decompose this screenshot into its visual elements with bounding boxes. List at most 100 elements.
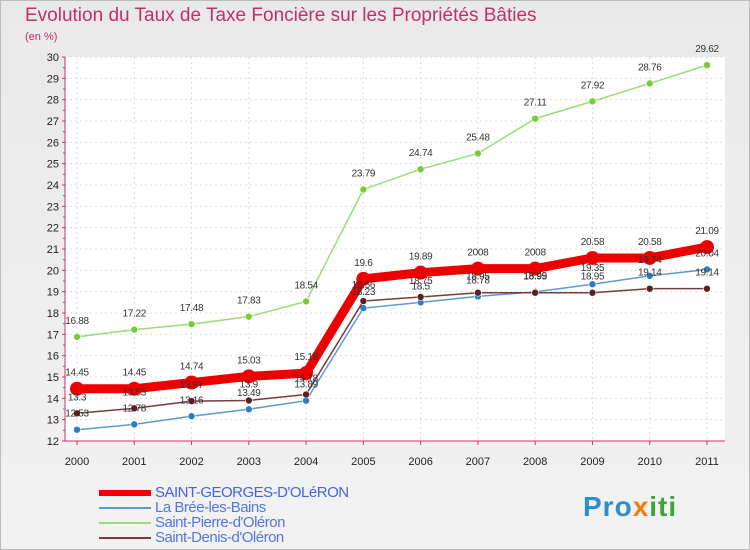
data-label-1-11: 20.04 — [695, 248, 719, 259]
legend-item: Saint-Pierre-d'Oléron — [99, 514, 419, 531]
x-tick-label: 2007 — [466, 456, 490, 468]
data-label-2-11: 29.62 — [695, 44, 719, 55]
x-tick-label: 2006 — [408, 456, 432, 468]
data-label-0-3: 15.03 — [237, 355, 261, 366]
data-point-2-10 — [645, 79, 654, 88]
x-tick-label: 2008 — [523, 456, 547, 468]
data-point-1-10 — [645, 272, 654, 280]
data-label-0-4: 15.18 — [294, 352, 318, 363]
y-tick-label: 29 — [47, 73, 59, 85]
legend-label: Saint-Pierre-d'Oléron — [155, 514, 285, 531]
y-tick-label: 14 — [47, 393, 59, 405]
x-tick-label: 2005 — [351, 456, 375, 468]
data-point-0-6 — [413, 265, 428, 280]
logo-part-iti: iti — [649, 491, 678, 522]
series-line-1 — [76, 268, 708, 431]
data-label-3-11: 19.14 — [695, 268, 719, 279]
data-point-1-2 — [187, 412, 196, 421]
data-label-2-0: 16.88 — [65, 316, 89, 327]
data-label-2-5: 23.79 — [352, 168, 376, 179]
data-label-2-1: 17.22 — [123, 309, 147, 320]
data-label-0-6: 19.89 — [409, 252, 433, 263]
data-point-3-6 — [416, 293, 425, 301]
data-point-0-3 — [241, 369, 256, 384]
data-label-1-1: 12.78 — [123, 403, 147, 414]
data-point-0-9 — [585, 250, 600, 265]
data-label-3-0: 13.3 — [68, 392, 87, 403]
data-point-3-11 — [703, 284, 711, 293]
data-point-1-11 — [703, 265, 711, 274]
legend: SAINT-GEORGES-D'OLéRON La Brée-les-Bains S… — [99, 484, 419, 546]
data-label-0-0: 14.45 — [65, 368, 89, 379]
y-tick-label: 26 — [47, 137, 59, 149]
data-point-3-10 — [645, 284, 654, 293]
data-point-2-5 — [359, 185, 368, 194]
y-tick-label: 20 — [47, 265, 59, 277]
y-axis-unit: (en %) — [25, 31, 58, 43]
y-tick-label: 22 — [47, 223, 59, 235]
data-point-3-3 — [245, 396, 253, 405]
data-label-3-5: 18.56 — [352, 280, 376, 291]
data-label-1-9: 19.35 — [581, 263, 605, 274]
y-tick-label: 24 — [47, 180, 59, 192]
x-tick-label: 2010 — [637, 456, 661, 468]
data-label-0-10: 20.58 — [638, 237, 662, 248]
data-point-0-7 — [470, 261, 485, 276]
data-point-2-9 — [588, 97, 597, 106]
series-lines — [70, 61, 714, 434]
y-tick-label: 17 — [47, 329, 59, 341]
legend-label: Saint-Denis-d'Oléron — [155, 529, 284, 546]
data-point-0-5 — [356, 271, 371, 286]
data-point-2-0 — [73, 333, 81, 341]
data-point-0-10 — [642, 250, 657, 265]
data-point-0-1 — [127, 381, 142, 396]
y-tick-label: 25 — [47, 159, 59, 171]
data-label-3-4: 14.18 — [294, 373, 318, 384]
data-point-1-0 — [73, 425, 81, 434]
legend-item: La Brée-les-Bains — [99, 499, 419, 516]
data-label-3-8: 18.95 — [523, 272, 547, 283]
y-tick-label: 13 — [47, 415, 59, 427]
legend-item: SAINT-GEORGES-D'OLéRON — [99, 484, 419, 501]
data-point-0-4 — [299, 366, 314, 381]
x-tick-label: 2000 — [65, 456, 89, 468]
y-tick-label: 21 — [47, 244, 59, 256]
data-label-2-6: 24.74 — [409, 148, 433, 159]
data-label-1-6: 18.5 — [412, 281, 431, 292]
x-tick-label: 2004 — [294, 456, 318, 468]
line-chart: 12 13 14 15 16 17 18 19 20 21 22 23 24 25 26 27 28 29 30 20… — [47, 44, 725, 468]
data-point-3-0 — [73, 409, 81, 418]
data-point-0-2 — [184, 375, 199, 390]
grid — [65, 56, 725, 442]
legend-swatch — [99, 522, 151, 524]
legend-label: SAINT-GEORGES-D'OLéRON — [155, 484, 349, 501]
y-tick-label: 23 — [47, 201, 59, 213]
data-point-2-4 — [302, 297, 310, 306]
data-label-0-2: 14.74 — [180, 362, 204, 373]
data-label-0-7: 2008 — [467, 248, 489, 259]
logo-part-x: x — [632, 491, 650, 522]
data-label-1-5: 18.23 — [352, 287, 376, 298]
data-point-2-3 — [245, 312, 253, 321]
data-label-2-9: 27.92 — [581, 80, 605, 91]
data-point-2-11 — [703, 61, 711, 69]
data-point-2-7 — [474, 149, 482, 158]
data-label-0-5: 19.6 — [354, 258, 373, 269]
data-point-3-1 — [130, 404, 139, 413]
data-point-0-0 — [70, 381, 84, 396]
data-label-1-0: 12.53 — [65, 409, 89, 420]
data-label-0-1: 14.45 — [123, 368, 147, 379]
data-label-0-9: 20.58 — [581, 237, 605, 248]
data-point-3-2 — [187, 397, 196, 405]
y-tick-label: 18 — [47, 308, 59, 320]
y-tick-label: 19 — [47, 287, 59, 299]
data-label-1-2: 13.16 — [180, 395, 204, 406]
x-tick-label: 2011 — [695, 456, 719, 468]
chart-title: Evolution du Taux de Taxe Foncière sur l… — [25, 5, 537, 26]
data-point-2-8 — [531, 114, 539, 123]
data-label-3-3: 13.9 — [240, 379, 259, 390]
data-label-2-8: 27.11 — [524, 98, 548, 109]
data-label-3-1: 13.53 — [123, 387, 147, 398]
